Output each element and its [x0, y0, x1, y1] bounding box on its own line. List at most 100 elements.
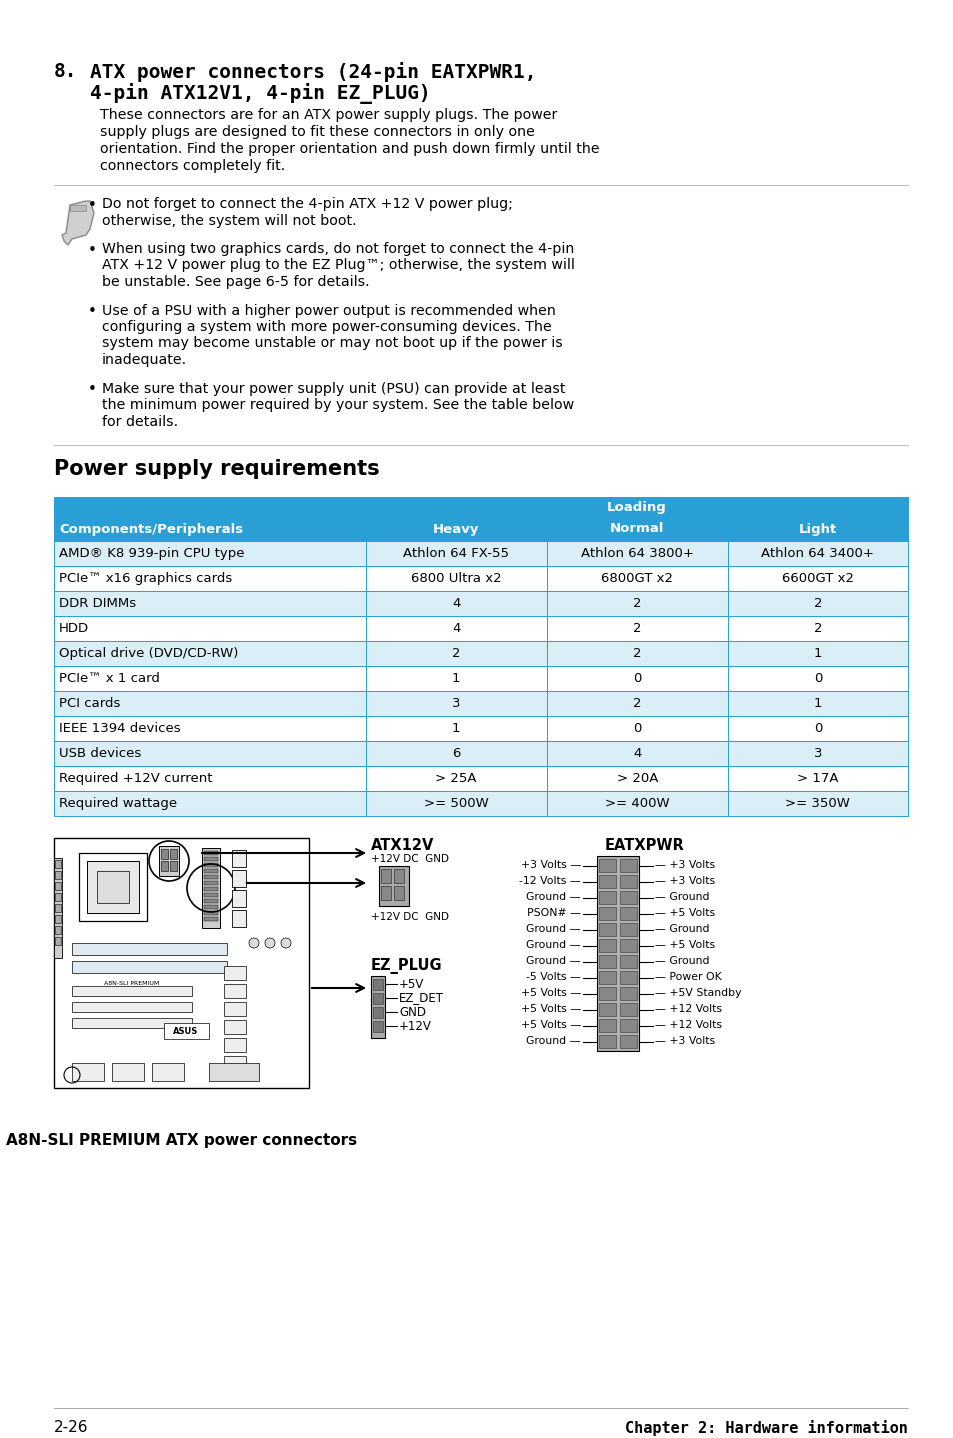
Bar — [365, 567, 546, 591]
Text: +5 Volts —: +5 Volts — — [520, 1021, 580, 1031]
Text: Ground —: Ground — — [526, 893, 580, 903]
Bar — [71, 1018, 192, 1028]
Bar — [619, 1002, 637, 1017]
Bar — [170, 861, 177, 871]
Text: 2-26: 2-26 — [54, 1419, 89, 1435]
Bar — [224, 966, 246, 981]
Bar — [619, 971, 637, 984]
Bar — [619, 892, 637, 905]
Bar — [87, 861, 139, 913]
Bar — [71, 943, 227, 955]
Text: configuring a system with more power-consuming devices. The: configuring a system with more power-con… — [102, 321, 551, 334]
Bar — [204, 905, 218, 909]
Text: connectors completely fit.: connectors completely fit. — [100, 160, 285, 173]
Bar — [598, 874, 616, 889]
Bar — [204, 851, 218, 856]
Bar — [54, 641, 365, 666]
Bar — [170, 848, 177, 858]
Text: 2: 2 — [633, 697, 640, 710]
Text: ATX12V: ATX12V — [371, 838, 434, 853]
Text: USB devices: USB devices — [59, 746, 141, 761]
Bar — [152, 1063, 184, 1081]
Bar — [232, 870, 246, 887]
Bar — [619, 874, 637, 889]
Bar — [204, 881, 218, 884]
Text: — Ground: — Ground — [655, 893, 709, 903]
Bar — [232, 910, 246, 928]
Text: Use of a PSU with a higher power output is recommended when: Use of a PSU with a higher power output … — [102, 303, 556, 318]
Bar — [598, 1002, 616, 1017]
Bar — [54, 498, 365, 518]
Circle shape — [249, 938, 258, 948]
Bar — [55, 938, 61, 945]
Text: Normal: Normal — [610, 522, 664, 535]
Bar — [55, 905, 61, 912]
Bar — [365, 591, 546, 615]
Text: •: • — [88, 243, 97, 257]
Bar — [546, 567, 727, 591]
Bar — [71, 986, 192, 997]
Text: Make sure that your power supply unit (PSU) can provide at least: Make sure that your power supply unit (P… — [102, 381, 565, 395]
Bar — [727, 518, 907, 541]
Bar — [546, 741, 727, 766]
Text: These connectors are for an ATX power supply plugs. The power: These connectors are for an ATX power su… — [100, 108, 557, 122]
Text: otherwise, the system will not boot.: otherwise, the system will not boot. — [102, 213, 356, 227]
Bar — [727, 766, 907, 791]
Bar — [54, 591, 365, 615]
Bar — [54, 692, 365, 716]
Bar — [727, 791, 907, 815]
Text: 0: 0 — [633, 722, 640, 735]
Bar — [619, 907, 637, 920]
Text: 4: 4 — [633, 746, 640, 761]
Bar — [727, 641, 907, 666]
Text: inadequate.: inadequate. — [102, 352, 187, 367]
Text: 6600GT x2: 6600GT x2 — [781, 572, 853, 585]
Text: Athlon 64 FX-55: Athlon 64 FX-55 — [403, 546, 509, 559]
Bar — [365, 666, 546, 692]
Bar — [394, 886, 403, 900]
Bar — [232, 850, 246, 867]
Text: HDD: HDD — [59, 623, 89, 636]
Text: ATX +12 V power plug to the EZ Plug™; otherwise, the system will: ATX +12 V power plug to the EZ Plug™; ot… — [102, 259, 575, 272]
Bar — [54, 858, 62, 958]
Bar — [224, 1038, 246, 1053]
Bar — [373, 1021, 382, 1032]
Text: GND: GND — [398, 1005, 426, 1018]
Text: supply plugs are designed to fit these connectors in only one: supply plugs are designed to fit these c… — [100, 125, 535, 139]
Bar — [71, 1002, 192, 1012]
Bar — [727, 716, 907, 741]
Bar — [371, 976, 385, 1038]
Text: Heavy: Heavy — [433, 522, 479, 535]
Bar — [619, 939, 637, 952]
Text: 0: 0 — [813, 722, 821, 735]
Text: PCIe™ x 1 card: PCIe™ x 1 card — [59, 672, 160, 684]
Bar — [54, 791, 365, 815]
Bar — [727, 692, 907, 716]
Text: Light: Light — [798, 522, 836, 535]
Bar — [79, 853, 147, 920]
Bar — [54, 716, 365, 741]
Text: — +12 Volts: — +12 Volts — [655, 1021, 721, 1031]
Bar — [204, 887, 218, 892]
Text: 2: 2 — [813, 623, 821, 636]
Bar — [55, 926, 61, 935]
Bar — [55, 915, 61, 923]
Bar — [598, 907, 616, 920]
Text: >= 500W: >= 500W — [423, 797, 488, 810]
Text: 4-pin ATX12V1, 4-pin EZ_PLUG): 4-pin ATX12V1, 4-pin EZ_PLUG) — [90, 83, 431, 104]
Text: — Ground: — Ground — [655, 925, 709, 935]
Bar — [598, 1035, 616, 1048]
Text: ATX power connectors (24-pin EATXPWR1,: ATX power connectors (24-pin EATXPWR1, — [90, 62, 536, 82]
Bar — [204, 917, 218, 920]
Bar — [204, 893, 218, 897]
Bar — [598, 971, 616, 984]
Text: — +5 Volts: — +5 Volts — [655, 909, 715, 919]
Text: 6: 6 — [452, 746, 460, 761]
Bar — [546, 692, 727, 716]
Bar — [598, 986, 616, 999]
Text: +5 Volts —: +5 Volts — — [520, 988, 580, 998]
Bar — [54, 766, 365, 791]
Text: the minimum power required by your system. See the table below: the minimum power required by your syste… — [102, 398, 574, 413]
Text: Athlon 64 3800+: Athlon 64 3800+ — [580, 546, 693, 559]
Text: 3: 3 — [813, 746, 821, 761]
